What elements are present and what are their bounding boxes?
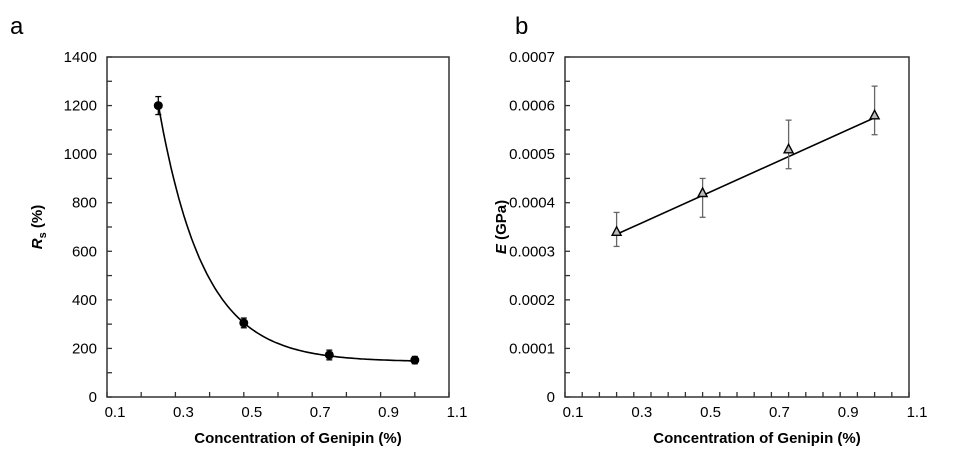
y-axis-title: Rs (%)	[29, 205, 49, 249]
x-tick-label: 0.9	[838, 404, 859, 421]
x-tick-label: 0.3	[631, 404, 652, 421]
y-tick-label: 600	[72, 243, 97, 260]
fit-line	[616, 116, 875, 236]
data-point	[610, 225, 623, 237]
y-axis-title: E (GPa)	[493, 200, 510, 254]
y-axis-title-unit: (GPa)	[493, 200, 510, 244]
data-point	[782, 142, 795, 154]
y-tick-label: 0.0001	[509, 340, 555, 357]
x-tick-label: 0.5	[241, 404, 262, 421]
y-tick-label: 1000	[64, 146, 97, 163]
x-tick-label: 0.9	[378, 404, 399, 421]
y-axis-title-unit: (%)	[29, 205, 46, 233]
x-tick-label: 0.7	[769, 404, 790, 421]
y-tick-label: 0.0004	[509, 195, 555, 212]
y-tick-label: 0	[547, 389, 555, 406]
fit-line	[157, 104, 415, 362]
data-point	[239, 318, 249, 328]
y-tick-label: 800	[72, 195, 97, 212]
y-axis-title-symbol: R	[29, 238, 46, 249]
data-point	[324, 350, 334, 360]
chart-panel-b: b 0 0.0001 0.0002 0.0003 0.0004 0.0005 0.0006 0.…	[493, 13, 927, 447]
y-tick-label: 1200	[64, 98, 97, 115]
y-axis-title-symbol: E	[493, 243, 510, 254]
y-axis-title-subscript: s	[37, 232, 49, 238]
data-point	[153, 101, 163, 111]
y-tick-label: 0.0006	[509, 98, 555, 115]
panel-label: a	[10, 13, 24, 40]
y-tick-label: 0.0005	[509, 146, 555, 163]
panel-label: b	[515, 13, 528, 40]
x-tick-label: 1.1	[907, 404, 928, 421]
chart-panel-a: a 0 200 400 600 800 1000 1200 1400 0.1 0.3 0.5 0.7 0.…	[10, 13, 467, 447]
y-tick-label: 0.0003	[509, 243, 555, 260]
x-axis-title: Concentration of Genipin (%)	[194, 430, 402, 447]
y-tick-label: 1400	[64, 49, 97, 66]
y-tick-label: 200	[72, 340, 97, 357]
x-tick-label: 1.1	[447, 404, 468, 421]
y-tick-label: 0.0002	[509, 292, 555, 309]
x-tick-label: 0.5	[700, 404, 721, 421]
x-tick-label: 0.1	[105, 404, 126, 421]
y-tick-label: 400	[72, 292, 97, 309]
x-tick-label: 0.1	[563, 404, 584, 421]
x-axis-title: Concentration of Genipin (%)	[653, 430, 861, 447]
y-tick-label: 0.0007	[509, 49, 555, 66]
data-point	[410, 355, 420, 365]
y-tick-label: 0	[89, 389, 97, 406]
x-tick-label: 0.7	[310, 404, 331, 421]
x-tick-label: 0.3	[173, 404, 194, 421]
data-point	[868, 108, 881, 120]
data-point	[696, 186, 709, 198]
